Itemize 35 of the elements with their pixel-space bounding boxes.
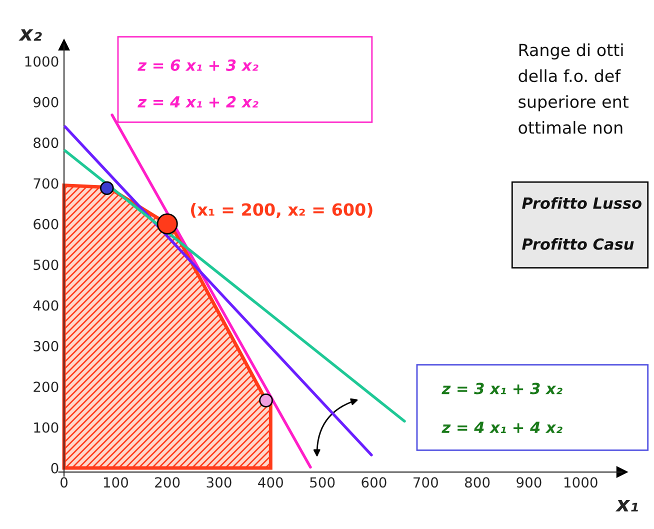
y-axis-title: x₂ [18,29,42,41]
x-tick-label: 500 [310,477,335,488]
x-tick-label: 200 [155,477,180,488]
annotation: ottimale non [518,120,622,134]
annotation: z = 4 x₁ + 2 x₂ [138,96,258,108]
y-tick-label: 200 [34,382,58,392]
annotation: Range di otti [519,43,623,60]
x-tick-label: 1000 [564,477,598,488]
annotation: z = 3 x₁ + 3 x₂ [442,382,562,394]
y-tick-label: 100 [34,422,58,433]
x-tick-label: 900 [516,477,542,488]
annotation: della f.o. def [518,69,621,82]
y-tick-label: 600 [34,218,58,230]
x-tick-label: 800 [464,477,490,488]
y-tick-label: 1000 [25,56,58,67]
annotation: Profitto Lusso [522,197,642,209]
x-axis-title: x₁ [615,500,638,512]
y-tick-label: 500 [34,260,58,270]
y-tick-label: 400 [33,300,58,311]
y-tick-label: 800 [34,138,58,148]
y-tick-label: 900 [34,96,58,108]
x-tick-label: 600 [362,477,386,488]
x-tick-label: 0 [60,477,68,488]
y-tick-label: 300 [34,340,58,352]
annotation: z = 6 x₁ + 3 x₂ [138,59,258,71]
x-tick-label: 300 [206,477,232,488]
x-tick-label: 100 [104,477,128,488]
annotation: (x₁ = 200, x₂ = 600) [191,202,372,218]
annotation: Profitto Casu [522,238,634,250]
annotation: z = 4 x₁ + 4 x₂ [442,422,562,433]
y-tick-label: 0 [51,462,58,474]
annotation: superiore ent [518,95,629,112]
x-tick-label: 700 [414,477,438,488]
y-tick-label: 700 [34,178,58,189]
x-tick-label: 400 [258,477,283,488]
